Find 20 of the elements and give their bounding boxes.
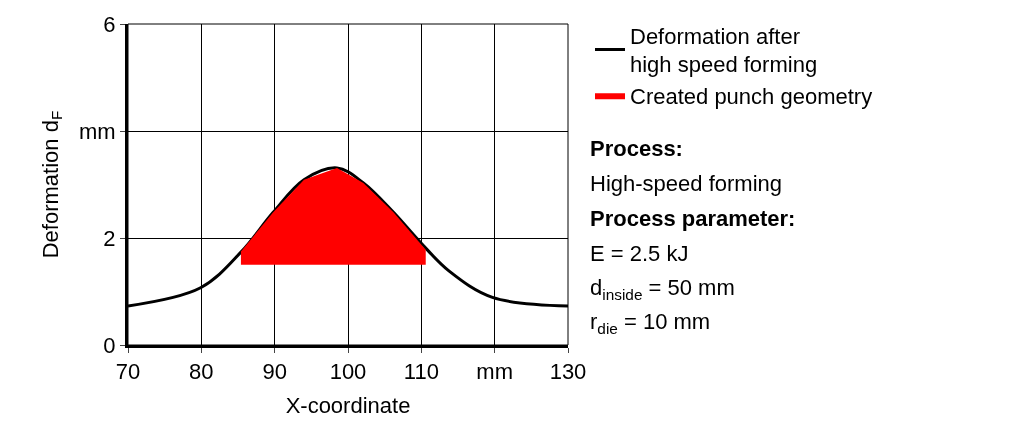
x-tick-label: 130 xyxy=(549,359,587,385)
y-tick-label: mm xyxy=(78,118,116,144)
text: High-speed forming xyxy=(590,171,782,196)
legend-label: Created punch geometry xyxy=(630,83,873,109)
text: d$_{inside}$ = 50 mm xyxy=(590,275,735,303)
x-tick-label: 90 xyxy=(262,359,287,385)
x-tick-label: 110 xyxy=(403,359,439,385)
y-tick-label: 6 xyxy=(103,11,116,37)
x-tick-label: mm xyxy=(476,359,513,385)
text: E = 2.5 kJ xyxy=(590,241,689,266)
x-tick-label: 100 xyxy=(329,359,367,385)
x-tick-label: 70 xyxy=(115,359,141,385)
text: Process: xyxy=(590,136,683,161)
x-axis-title: X-coordinate xyxy=(285,393,411,419)
x-tick-label: 80 xyxy=(189,359,214,385)
y-tick-label: 0 xyxy=(103,332,116,358)
y-tick-label: 2 xyxy=(103,225,116,251)
text: r$_{die}$ = 10 mm xyxy=(590,309,711,337)
legend-label: Deformation after high speed forming xyxy=(630,23,818,78)
text: Process parameter: xyxy=(590,206,796,231)
